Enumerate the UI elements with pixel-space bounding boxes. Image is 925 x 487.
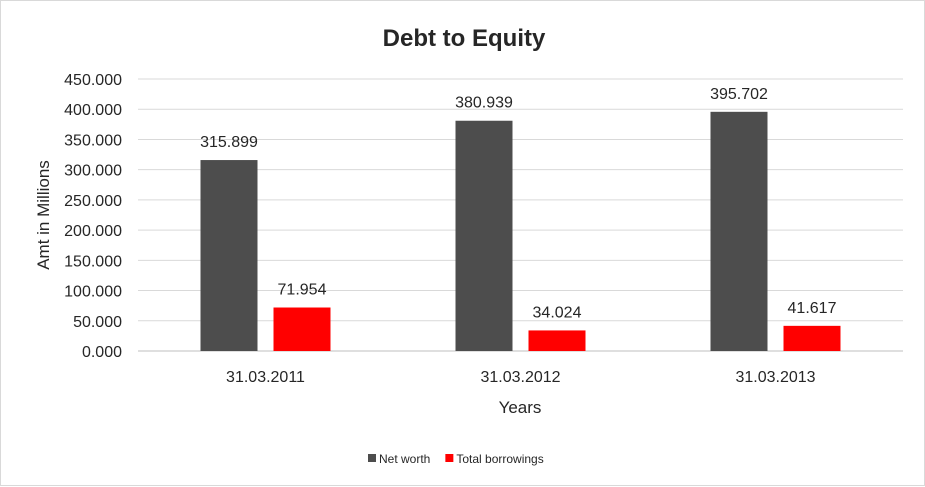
data-label: 34.024 bbox=[533, 304, 582, 321]
bar bbox=[455, 120, 513, 352]
y-tick-label: 200.000 bbox=[64, 223, 122, 240]
x-tick-label: 31.03.2011 bbox=[226, 369, 305, 386]
bar bbox=[783, 325, 841, 351]
y-tick-label: 400.000 bbox=[64, 102, 122, 119]
bars: 315.899 71.954 380.939 34.024 395.702 41.617 bbox=[200, 86, 841, 352]
data-label: 71.954 bbox=[278, 282, 327, 299]
legend-swatch bbox=[445, 454, 454, 462]
y-tick-label: 300.000 bbox=[64, 163, 122, 180]
x-tick-label: 31.03.2012 bbox=[480, 369, 560, 386]
data-label: 41.617 bbox=[788, 300, 837, 317]
bar bbox=[710, 111, 768, 351]
y-tick-label: 100.000 bbox=[64, 284, 122, 301]
y-tick-label: 0.000 bbox=[82, 344, 122, 361]
y-tick-label: 350.000 bbox=[64, 132, 122, 149]
y-tick-label: 150.000 bbox=[64, 253, 122, 270]
bar bbox=[528, 330, 586, 351]
chart-title: Debt to Equity bbox=[383, 25, 546, 52]
legend: Net worth Total borrowings bbox=[368, 452, 544, 466]
bar bbox=[273, 307, 331, 351]
y-axis-title: Amt in Millions bbox=[34, 160, 53, 270]
data-label: 395.702 bbox=[710, 86, 768, 103]
data-label: 315.899 bbox=[200, 134, 258, 151]
legend-swatch bbox=[368, 454, 376, 462]
bar bbox=[200, 160, 258, 351]
y-axis-ticks: 0.000 50.000 100.000 150.000 200.000 250.000 3… bbox=[64, 72, 122, 361]
x-tick-label: 31.03.2013 bbox=[735, 369, 815, 386]
data-label: 380.939 bbox=[455, 95, 513, 112]
gridlines bbox=[138, 78, 903, 352]
y-tick-label: 450.000 bbox=[64, 72, 122, 89]
legend-item-label: Net worth bbox=[379, 452, 430, 466]
x-axis-title: Years bbox=[499, 398, 542, 417]
y-tick-label: 50.000 bbox=[73, 314, 122, 331]
y-tick-label: 250.000 bbox=[64, 193, 122, 210]
x-axis-ticks: 31.03.2011 31.03.2012 31.03.2013 bbox=[226, 369, 816, 386]
legend-item-label: Total borrowings bbox=[456, 452, 543, 466]
